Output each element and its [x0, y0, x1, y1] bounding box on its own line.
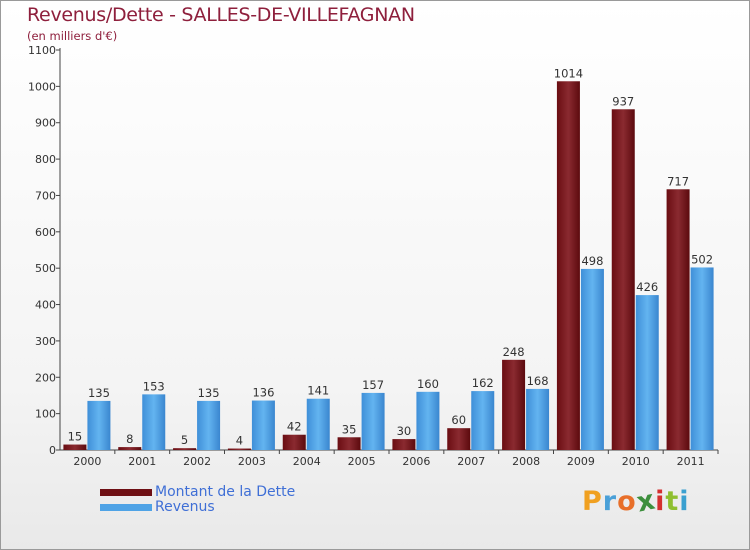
bar-dette [227, 448, 251, 450]
x-tick-label: 2006 [402, 455, 430, 468]
data-label-revenus: 160 [417, 377, 439, 391]
data-label-dette: 5 [181, 433, 188, 447]
bar-dette [392, 439, 416, 450]
bar-dette [611, 109, 635, 450]
bar-revenus [580, 268, 604, 450]
data-label-revenus: 153 [143, 379, 165, 393]
x-tick-label: 2004 [293, 455, 321, 468]
chart-title: Revenus/Dette - SALLES-DE-VILLEFAGNAN [27, 4, 415, 26]
bar-chart: 0 100 200 300 400 500 600 700 800 900 1000 1100 2000… [28, 44, 719, 468]
bar-revenus [306, 398, 330, 450]
data-label-dette: 60 [451, 413, 466, 427]
y-tick-label: 400 [35, 299, 56, 312]
bar-dette [173, 448, 197, 450]
legend-swatch-revenus [100, 504, 152, 511]
logo-letter: i [679, 486, 690, 517]
bar-dette [337, 437, 361, 450]
data-label-dette: 30 [397, 424, 412, 438]
y-tick-label: 200 [35, 371, 56, 384]
x-tick-label: 2011 [677, 455, 705, 468]
bar-revenus [361, 392, 385, 450]
y-tick-label: 300 [35, 335, 56, 348]
y-tick-label: 600 [35, 226, 56, 239]
chart-subtitle: (en milliers d'€) [27, 29, 118, 43]
logo-letter: o [617, 486, 637, 517]
bar-dette [118, 447, 142, 450]
data-label-dette: 717 [667, 174, 689, 188]
data-label-revenus: 168 [527, 374, 549, 388]
y-tick-label: 900 [35, 117, 56, 130]
bar-dette [447, 428, 471, 450]
proxiti-logo: Proxiti [582, 484, 690, 518]
data-label-revenus: 426 [636, 280, 658, 294]
data-label-revenus: 135 [198, 386, 220, 400]
x-tick-label: 2010 [622, 455, 650, 468]
y-tick-label: 800 [35, 153, 56, 166]
y-tick-label: 1100 [28, 44, 56, 57]
data-label-dette: 35 [342, 422, 357, 436]
data-label-dette: 42 [287, 420, 302, 434]
data-label-dette: 4 [236, 434, 243, 448]
legend-swatch-dette [100, 489, 152, 496]
data-label-dette: 937 [612, 94, 634, 108]
data-label-revenus: 157 [362, 378, 384, 392]
data-label-dette: 248 [503, 345, 525, 359]
bar-revenus [635, 295, 659, 450]
legend-label-revenus: Revenus [155, 499, 215, 515]
data-label-revenus: 502 [691, 252, 713, 266]
bar-dette [502, 359, 526, 450]
bar-dette [63, 444, 87, 450]
bar-revenus [197, 400, 221, 450]
x-tick-label: 2007 [457, 455, 485, 468]
data-label-revenus: 162 [472, 376, 494, 390]
logo-letter: t [665, 486, 680, 517]
y-tick-label: 0 [49, 444, 56, 457]
legend-label-dette: Montant de la Dette [155, 484, 296, 500]
x-tick-label: 2000 [73, 455, 101, 468]
data-label-dette: 1014 [554, 66, 583, 80]
y-tick-label: 1000 [28, 80, 56, 93]
bar-revenus [471, 391, 495, 450]
data-label-dette: 15 [68, 430, 83, 444]
x-tick-label: 2005 [348, 455, 376, 468]
x-tick-label: 2001 [128, 455, 156, 468]
y-tick-label: 100 [35, 408, 56, 421]
logo-letter: i [655, 486, 666, 517]
y-tick-label: 500 [35, 262, 56, 275]
bar-revenus [251, 400, 275, 450]
bar-revenus [416, 391, 440, 450]
bar-revenus [526, 388, 550, 450]
data-label-dette: 8 [126, 432, 133, 446]
bar-dette [556, 81, 580, 450]
bar-dette [282, 434, 306, 450]
x-tick-label: 2009 [567, 455, 595, 468]
logo-letter: P [582, 486, 603, 517]
bar-revenus [690, 267, 714, 450]
data-label-revenus: 498 [581, 254, 603, 268]
x-tick-label: 2008 [512, 455, 540, 468]
logo-letter: r [602, 486, 618, 517]
x-tick-label: 2003 [238, 455, 266, 468]
bar-revenus [142, 394, 166, 450]
data-label-revenus: 136 [252, 386, 274, 400]
y-tick-label: 700 [35, 189, 56, 202]
bar-revenus [87, 400, 111, 450]
x-tick-label: 2002 [183, 455, 211, 468]
data-label-revenus: 141 [307, 384, 329, 398]
data-label-revenus: 135 [88, 386, 110, 400]
bar-dette [666, 189, 690, 451]
